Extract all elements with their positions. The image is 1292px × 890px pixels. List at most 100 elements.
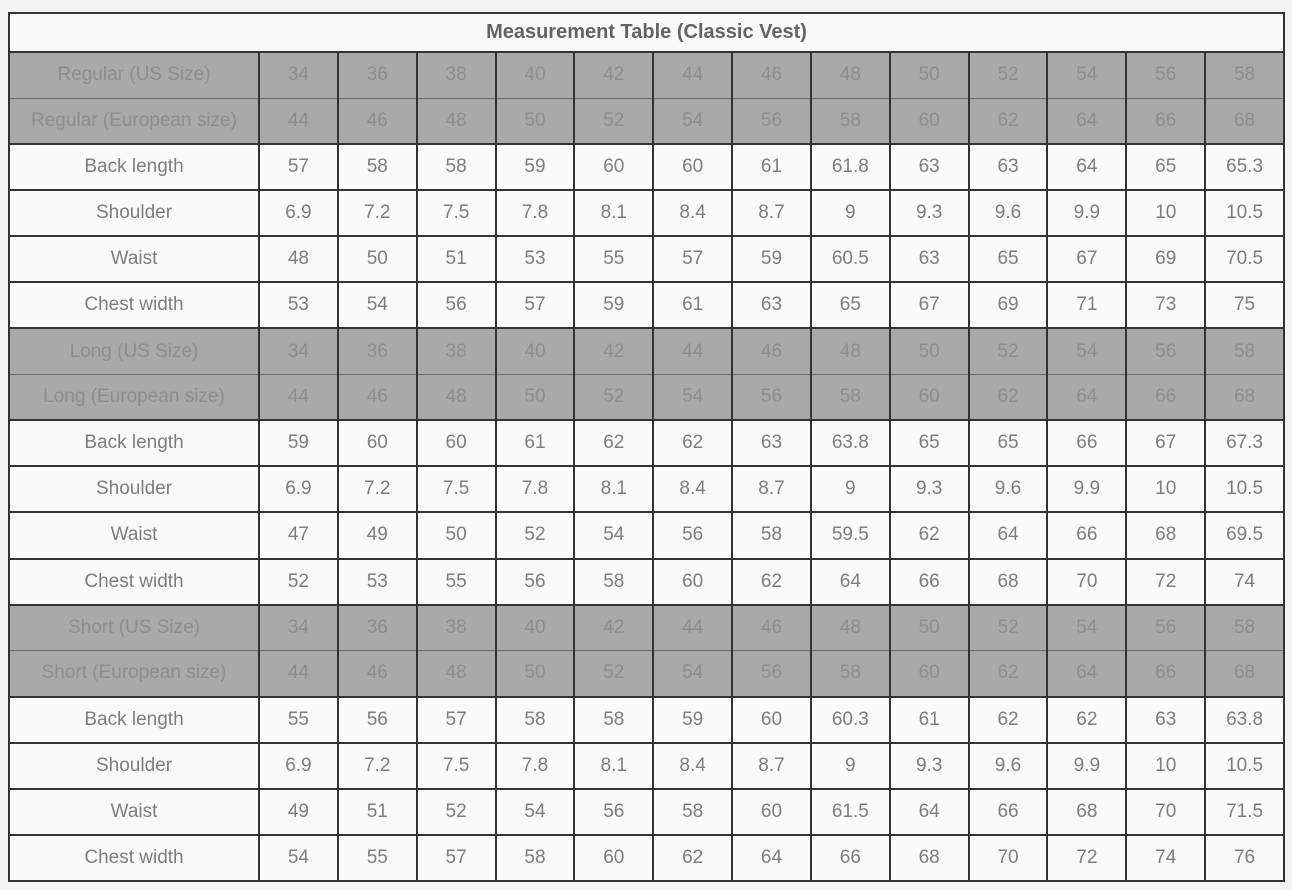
row-label-cell: Long (European size) xyxy=(8,373,260,422)
value-cell: 58 xyxy=(494,833,576,883)
value-cell: 53 xyxy=(336,557,418,606)
value-cell: 66 xyxy=(888,557,970,606)
value-cell: 58 xyxy=(809,650,891,698)
value-cell: 58 xyxy=(1204,327,1285,375)
measurement-row: Chest width 53 54 56 57 59 61 63 65 67 69 71 73 75 xyxy=(8,281,1285,330)
value-cell: 68 xyxy=(1204,97,1285,146)
value-cell: 9.6 xyxy=(967,741,1049,790)
value-cell: 66 xyxy=(1125,97,1207,146)
value-cell: 9.6 xyxy=(967,189,1049,238)
value-cell: 65 xyxy=(1125,143,1207,192)
value-cell: 36 xyxy=(336,50,418,99)
value-cell: 60.3 xyxy=(809,695,891,744)
value-cell: 72 xyxy=(1125,557,1207,606)
value-cell: 9.3 xyxy=(888,189,970,238)
value-cell: 48 xyxy=(809,50,891,99)
value-cell: 48 xyxy=(415,373,497,422)
value-cell: 65 xyxy=(888,419,970,468)
value-cell: 50 xyxy=(494,97,576,146)
value-cell: 6.9 xyxy=(258,465,339,514)
measurement-row: Waist 48 50 51 53 55 57 59 60.5 63 65 67 69 70.5 xyxy=(8,235,1285,284)
value-cell: 59 xyxy=(258,419,339,468)
value-cell: 65 xyxy=(967,235,1049,284)
value-cell: 56 xyxy=(652,511,734,560)
measurement-table: Measurement Table (Classic Vest) Regular… xyxy=(8,12,1285,883)
value-cell: 62 xyxy=(967,97,1049,146)
value-cell: 6.9 xyxy=(258,741,339,790)
measurement-row: Chest width 52 53 55 56 58 60 62 64 66 68 70 72 74 xyxy=(8,557,1285,606)
value-cell: 57 xyxy=(415,833,497,883)
value-cell: 60 xyxy=(573,143,655,192)
value-cell: 63 xyxy=(967,143,1049,192)
value-cell: 46 xyxy=(336,650,418,698)
value-cell: 56 xyxy=(415,281,497,330)
value-cell: 67 xyxy=(1125,419,1207,468)
value-cell: 59 xyxy=(652,695,734,744)
value-cell: 60 xyxy=(336,419,418,468)
value-cell: 50 xyxy=(494,650,576,698)
value-cell: 46 xyxy=(731,327,812,375)
value-cell: 66 xyxy=(1046,419,1128,468)
size-header-row: Regular (US Size) 34 36 38 40 42 44 46 48 50 52 54 5… xyxy=(8,50,1285,99)
value-cell: 62 xyxy=(652,419,734,468)
value-cell: 60 xyxy=(573,833,655,883)
value-cell: 42 xyxy=(573,50,655,99)
value-cell: 50 xyxy=(888,50,970,99)
value-cell: 75 xyxy=(1204,281,1285,330)
value-cell: 9.3 xyxy=(888,465,970,514)
value-cell: 55 xyxy=(258,695,339,744)
value-cell: 62 xyxy=(573,419,655,468)
value-cell: 70 xyxy=(1125,787,1207,836)
row-label-cell: Back length xyxy=(8,143,260,192)
value-cell: 50 xyxy=(888,603,970,652)
value-cell: 40 xyxy=(494,50,576,99)
value-cell: 9.6 xyxy=(967,465,1049,514)
value-cell: 56 xyxy=(1125,327,1207,375)
value-cell: 60 xyxy=(652,143,734,192)
value-cell: 68 xyxy=(1204,650,1285,698)
value-cell: 52 xyxy=(573,97,655,146)
value-cell: 7.8 xyxy=(494,741,576,790)
row-label-cell: Back length xyxy=(8,695,260,744)
value-cell: 58 xyxy=(336,143,418,192)
row-label-cell: Regular (US Size) xyxy=(8,50,260,99)
value-cell: 67 xyxy=(888,281,970,330)
value-cell: 52 xyxy=(967,327,1049,375)
value-cell: 57 xyxy=(494,281,576,330)
value-cell: 44 xyxy=(652,327,734,375)
value-cell: 8.7 xyxy=(731,465,812,514)
value-cell: 10.5 xyxy=(1204,189,1285,238)
value-cell: 10 xyxy=(1125,189,1207,238)
value-cell: 64 xyxy=(1046,373,1128,422)
value-cell: 49 xyxy=(336,511,418,560)
value-cell: 63 xyxy=(888,235,970,284)
value-cell: 8.1 xyxy=(573,465,655,514)
title-row: Measurement Table (Classic Vest) xyxy=(8,12,1285,53)
value-cell: 58 xyxy=(652,787,734,836)
value-cell: 64 xyxy=(1046,650,1128,698)
value-cell: 76 xyxy=(1204,833,1285,883)
value-cell: 59 xyxy=(494,143,576,192)
value-cell: 54 xyxy=(258,833,339,883)
size-header-row: Short (European size) 44 46 48 50 52 54 56 58 60 6… xyxy=(8,650,1285,698)
value-cell: 68 xyxy=(1204,373,1285,422)
value-cell: 50 xyxy=(494,373,576,422)
value-cell: 67 xyxy=(1046,235,1128,284)
value-cell: 54 xyxy=(336,281,418,330)
value-cell: 52 xyxy=(573,650,655,698)
value-cell: 46 xyxy=(731,603,812,652)
value-cell: 66 xyxy=(1046,511,1128,560)
value-cell: 56 xyxy=(731,97,812,146)
value-cell: 61 xyxy=(652,281,734,330)
value-cell: 8.4 xyxy=(652,189,734,238)
value-cell: 36 xyxy=(336,603,418,652)
value-cell: 56 xyxy=(1125,50,1207,99)
value-cell: 66 xyxy=(967,787,1049,836)
row-label-cell: Chest width xyxy=(8,557,260,606)
value-cell: 63.8 xyxy=(809,419,891,468)
value-cell: 70.5 xyxy=(1204,235,1285,284)
measurement-row: Shoulder 6.9 7.2 7.5 7.8 8.1 8.4 8.7 9 9.3 9.6 9.9 1… xyxy=(8,741,1285,790)
row-label-cell: Chest width xyxy=(8,833,260,883)
measurement-row: Shoulder 6.9 7.2 7.5 7.8 8.1 8.4 8.7 9 9.3 9.6 9.9 1… xyxy=(8,189,1285,238)
value-cell: 58 xyxy=(1204,50,1285,99)
